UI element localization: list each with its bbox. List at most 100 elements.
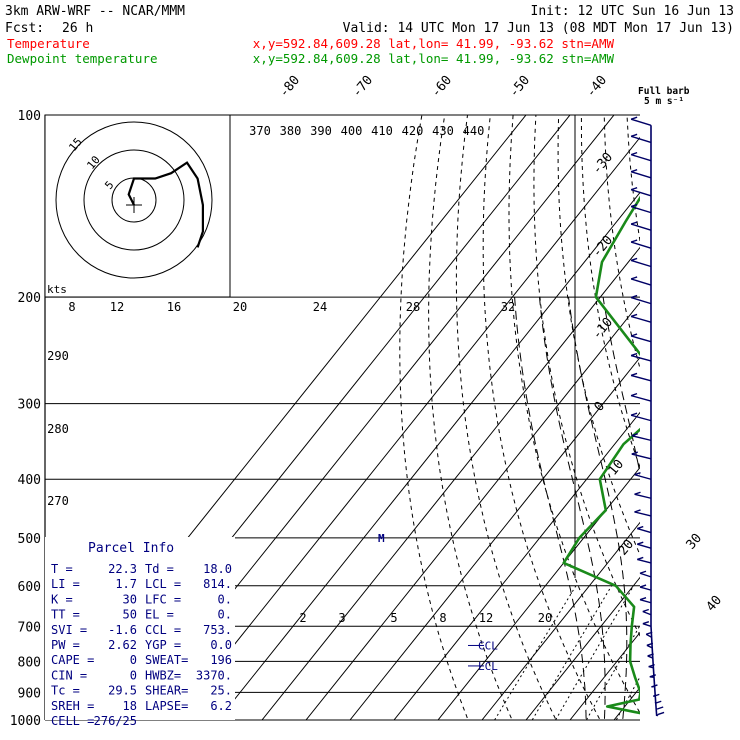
wind-barb-flag bbox=[634, 472, 641, 476]
wind-barb bbox=[642, 623, 652, 627]
model-title: 3km ARW-WRF -- NCAR/MMM bbox=[5, 4, 185, 19]
pressure-tick-label: 1000 bbox=[10, 714, 41, 729]
wind-barb-panel: Full barb 5 m s⁻¹ bbox=[630, 86, 690, 717]
wind-barb-flag bbox=[648, 663, 655, 668]
valid-time: Valid: 14 UTC Mon 17 Jun 13 (08 MDT Mon … bbox=[343, 21, 734, 36]
isotherm-line bbox=[217, 191, 640, 720]
parcel-label: EL = bbox=[145, 608, 174, 622]
parcel-label: Tc = bbox=[51, 684, 80, 698]
pressure-tick-label: 400 bbox=[18, 473, 41, 488]
dry-adiabat-line bbox=[650, 115, 740, 733]
isotherm-tick-label: -30 bbox=[590, 150, 617, 178]
parcel-label: SWEAT= bbox=[145, 653, 188, 667]
pressure-tick-label: 900 bbox=[18, 686, 41, 701]
wind-barb bbox=[631, 453, 652, 460]
theta-tick-label: 400 bbox=[341, 124, 363, 138]
wind-barb bbox=[630, 118, 652, 126]
parcel-label: SVI = bbox=[51, 623, 87, 637]
wind-barb bbox=[630, 296, 652, 305]
theta-tick-label: 380 bbox=[280, 124, 302, 138]
parcel-label: Td = bbox=[145, 562, 174, 576]
parcel-value: 196 bbox=[210, 653, 232, 667]
mixing-ratio-tick-label: 24 bbox=[313, 300, 327, 314]
pressure-tick-label: 800 bbox=[18, 655, 41, 670]
wind-barb bbox=[630, 189, 652, 197]
mixing-ratio-line bbox=[615, 675, 640, 720]
parcel-label: CCL = bbox=[145, 623, 181, 637]
parcel-label: CAPE = bbox=[51, 653, 94, 667]
isotherm-tick-label: -50 bbox=[507, 73, 534, 101]
isotherm-line bbox=[569, 631, 640, 720]
mixing-ratio-line bbox=[531, 585, 613, 720]
wind-barb-flag bbox=[630, 333, 638, 337]
wind-barb bbox=[630, 153, 652, 162]
level-marker-label: M bbox=[378, 532, 385, 545]
pressure-tick-label: 600 bbox=[18, 580, 41, 595]
pressure-tick-label: 500 bbox=[18, 532, 41, 547]
dry-adiabat-line bbox=[695, 115, 740, 733]
wind-barb-flag bbox=[631, 433, 638, 437]
wind-profile-staff bbox=[650, 125, 658, 717]
dry-adiabat-line bbox=[603, 115, 640, 371]
wind-barb-flag bbox=[642, 608, 650, 613]
mixing-ratio-tick-label: 5 bbox=[390, 611, 397, 625]
moist-adiabat-line bbox=[709, 297, 740, 733]
parcel-value: 25. bbox=[210, 684, 232, 698]
parcel-value: 50 bbox=[123, 608, 137, 622]
pressure-tick-label: 100 bbox=[18, 109, 41, 124]
isotherm-tick-label: -80 bbox=[277, 73, 304, 101]
temperature-trace bbox=[658, 115, 740, 717]
wind-barb bbox=[634, 493, 652, 499]
wind-barb-flag bbox=[630, 221, 638, 225]
dry-adiabat-line bbox=[626, 115, 640, 244]
legend-dewpoint-name: Dewpoint temperature bbox=[7, 51, 158, 66]
dry-adiabat-line bbox=[533, 115, 640, 637]
forecast-label: Fcst: bbox=[5, 21, 44, 36]
isotherm-line bbox=[349, 356, 640, 720]
wind-barb-flag bbox=[634, 491, 641, 495]
wind-barb-flag bbox=[637, 525, 644, 530]
parcel-value: 30 bbox=[123, 592, 137, 606]
moist-adiabat-line bbox=[514, 297, 587, 720]
hodograph-ring-15 bbox=[55, 121, 213, 279]
isotherm-line bbox=[393, 411, 640, 720]
dewpoint-trace bbox=[562, 195, 640, 715]
wind-barb-flag bbox=[630, 392, 638, 397]
hodograph-units-label: kts bbox=[47, 283, 67, 296]
pressure-tick-label: 700 bbox=[18, 620, 41, 635]
parcel-label: LCL = bbox=[145, 577, 181, 591]
wind-barb bbox=[630, 354, 652, 362]
parcel-label: PW = bbox=[51, 638, 80, 652]
mixing-ratio-tick-label: 32 bbox=[501, 300, 515, 314]
wind-barb-flag bbox=[637, 556, 644, 561]
forecast-hour: 26 h bbox=[62, 21, 93, 36]
mixing-ratio-line bbox=[636, 586, 716, 733]
moist-adiabat-line bbox=[568, 297, 628, 720]
dry-adiabat-line bbox=[428, 115, 513, 720]
wind-barb-flag bbox=[630, 313, 638, 318]
isotherm-line bbox=[525, 576, 640, 720]
wind-barb-flag bbox=[639, 570, 647, 574]
wind-barb-flag bbox=[630, 116, 638, 120]
level-marker-label: LCL bbox=[478, 660, 498, 673]
theta-tick-label: 280 bbox=[47, 422, 69, 436]
mixing-ratio-tick-label: 8 bbox=[439, 611, 446, 625]
parcel-value: 22.3 bbox=[108, 562, 137, 576]
parcel-label: K = bbox=[51, 592, 73, 606]
wind-barb-flag bbox=[656, 706, 664, 710]
wind-barb-flag bbox=[657, 711, 665, 716]
wind-barb bbox=[639, 599, 652, 604]
mixing-ratio-tick-label: 8 bbox=[68, 300, 75, 314]
hodograph-trace bbox=[127, 161, 204, 248]
isotherm-line bbox=[702, 115, 740, 720]
parcel-label: SREH = bbox=[51, 699, 94, 713]
wind-barb bbox=[637, 558, 652, 564]
hodograph-ring-10 bbox=[83, 149, 185, 251]
wind-barb bbox=[630, 223, 652, 231]
wind-barb-flag bbox=[647, 653, 654, 657]
mixing-ratio-line bbox=[494, 585, 577, 720]
parcel-value: 0. bbox=[218, 592, 232, 606]
legend-dewpoint-location: x,y=592.84,609.28 lat,lon= 41.99, -93.62… bbox=[253, 51, 615, 66]
